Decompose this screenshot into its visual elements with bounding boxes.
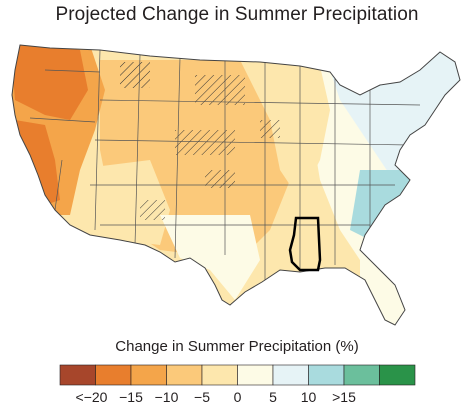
hatch-upper-midwest <box>260 120 280 138</box>
california-strong-drying-region <box>15 120 60 205</box>
legend-swatch <box>166 364 203 386</box>
legend-swatch <box>95 364 132 386</box>
us-border <box>11 44 461 326</box>
legend-swatch <box>272 364 309 386</box>
legend-tick-label: −5 <box>194 389 210 405</box>
legend-tick-label: −10 <box>155 389 179 405</box>
legend-tick-label: 10 <box>301 389 317 405</box>
legend-tick-label: 5 <box>269 389 277 405</box>
legend-swatch <box>343 364 380 386</box>
us-precipitation-map <box>11 44 461 326</box>
state-boundaries <box>29 49 421 280</box>
legend-tick-label: −15 <box>119 389 143 405</box>
legend-swatch <box>308 364 345 386</box>
hatch-kansas <box>205 170 235 188</box>
legend-title: Change in Summer Precipitation (%) <box>115 338 359 355</box>
legend-swatch <box>59 364 96 386</box>
hatch-northern-rockies <box>120 62 150 88</box>
socal-dark-spot <box>27 181 37 191</box>
legend-tick-label: <−20 <box>76 389 108 405</box>
texas-slight-region <box>160 215 260 300</box>
legend-tick-label: 0 <box>234 389 242 405</box>
map-title: Projected Change in Summer Precipitation <box>55 4 419 25</box>
hatch-new-mexico <box>140 200 165 220</box>
legend-swatch <box>201 364 238 386</box>
legend-swatch <box>130 364 167 386</box>
mississippi-highlight <box>288 216 322 272</box>
legend-tick-label: >15 <box>332 389 356 405</box>
pacific-nw-strong-drying-region <box>12 45 88 120</box>
legend-swatch <box>237 364 274 386</box>
hatch-nebraska <box>175 130 235 155</box>
midwest-slight-region <box>240 60 330 200</box>
legend-colorbar: <−20 −15 −10 −5 0 5 10 >15 <box>59 364 416 405</box>
southwest-slight-region <box>65 160 170 245</box>
hatch-dakotas <box>195 75 245 105</box>
legend-swatch <box>379 364 416 386</box>
